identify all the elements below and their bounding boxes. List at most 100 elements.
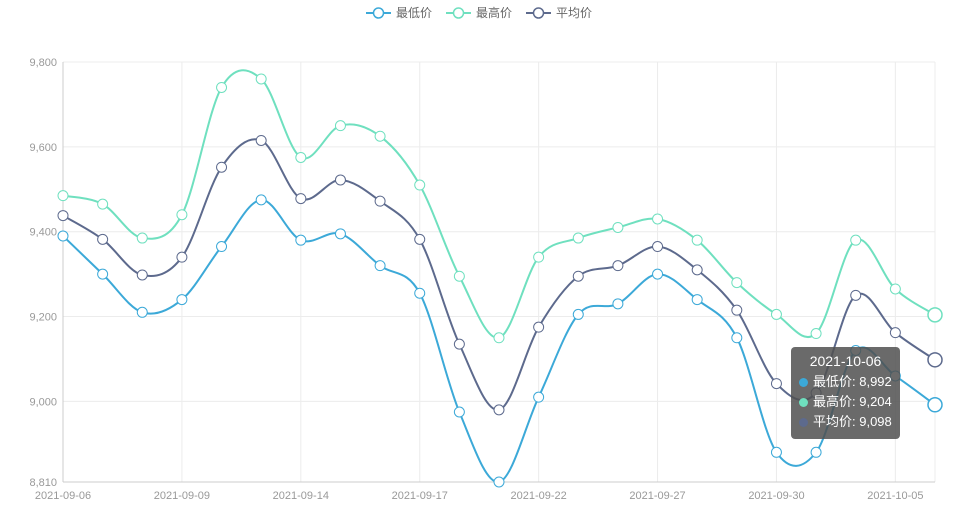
data-point-avg	[414, 233, 426, 245]
data-point-avg	[216, 161, 228, 173]
tooltip-dot-avg	[799, 417, 808, 427]
legend-label: 最高价	[475, 6, 512, 20]
data-point-max	[927, 307, 943, 323]
data-point-avg	[334, 174, 346, 186]
data-point-min	[136, 306, 148, 318]
legend-item-2[interactable]: 平均价	[526, 4, 592, 21]
data-point-min	[453, 406, 465, 418]
tooltip-date: 2021-10-06	[809, 353, 882, 369]
data-point-avg	[136, 269, 148, 281]
data-point-avg	[770, 378, 782, 390]
x-tick-label: 2021-09-14	[273, 490, 329, 502]
x-tick-label: 2021-09-09	[154, 490, 210, 502]
data-point-avg	[731, 304, 743, 316]
y-tick-label: 8,810	[29, 477, 57, 489]
data-point-max	[295, 151, 307, 163]
data-point-max	[810, 328, 822, 340]
x-tick-label: 2021-09-27	[629, 490, 685, 502]
data-point-avg	[493, 404, 505, 416]
data-point-max	[770, 308, 782, 320]
legend-item-0[interactable]: 最低价	[365, 4, 432, 21]
data-point-avg	[97, 233, 109, 245]
data-point-avg	[533, 321, 545, 333]
data-point-max	[414, 179, 426, 191]
data-point-max	[255, 73, 267, 85]
data-point-max	[97, 198, 109, 210]
tooltip-row-avg: 平均价: 9,098	[799, 412, 892, 432]
data-point-max	[652, 213, 664, 225]
data-point-avg	[889, 327, 901, 339]
data-point-max	[731, 277, 743, 289]
data-point-max	[374, 130, 386, 142]
data-point-min	[810, 446, 822, 458]
data-point-max	[691, 234, 703, 246]
data-point-avg	[612, 260, 624, 272]
data-point-avg	[691, 264, 703, 276]
data-point-min	[691, 294, 703, 306]
data-point-max	[572, 232, 584, 244]
data-point-avg	[453, 338, 465, 350]
data-point-max	[334, 120, 346, 132]
data-point-max	[136, 232, 148, 244]
y-tick-label: 9,600	[29, 142, 57, 154]
y-tick-label: 9,400	[29, 227, 57, 239]
x-tick-label: 2021-09-17	[392, 490, 448, 502]
data-point-avg	[374, 195, 386, 207]
data-point-avg	[572, 270, 584, 282]
data-point-max	[57, 190, 69, 202]
legend: 最低价 最高价 平均价	[0, 4, 958, 21]
y-tick-label: 9,200	[29, 312, 57, 324]
data-point-min	[97, 268, 109, 280]
legend-symbol	[365, 6, 391, 19]
data-point-max	[889, 283, 901, 295]
legend-symbol	[526, 6, 551, 19]
data-point-avg	[255, 134, 267, 146]
data-point-min	[612, 298, 624, 310]
x-tick-label: 2021-09-22	[510, 490, 566, 502]
data-point-min	[533, 391, 545, 403]
data-point-min	[572, 308, 584, 320]
tooltip-dot-min	[799, 377, 808, 387]
data-point-min	[731, 332, 743, 344]
data-point-avg	[850, 289, 862, 301]
tooltip-label-min: 最低价: 8,992	[813, 374, 892, 389]
tooltip: 2021-10-06 最低价: 8,992 最高价: 9,204 平均价: 9,…	[791, 347, 900, 439]
data-point-min	[176, 294, 188, 306]
tooltip-dot-max	[799, 397, 808, 407]
data-point-max	[850, 234, 862, 246]
legend-label: 平均价	[556, 6, 593, 20]
tooltip-row-max: 最高价: 9,204	[799, 392, 892, 412]
x-tick-label: 2021-10-05	[867, 490, 923, 502]
legend-item-1[interactable]: 最高价	[445, 4, 512, 21]
data-point-avg	[295, 193, 307, 205]
data-point-min	[374, 260, 386, 272]
series-line-max	[62, 69, 936, 339]
data-point-max	[612, 221, 624, 233]
data-point-avg	[927, 352, 943, 368]
data-point-min	[57, 230, 69, 242]
data-point-min	[770, 446, 782, 458]
data-point-min	[493, 476, 505, 488]
x-tick-label: 2021-09-30	[748, 490, 804, 502]
data-point-avg	[652, 241, 664, 253]
legend-label: 最低价	[395, 6, 432, 20]
data-point-min	[652, 268, 664, 280]
data-point-avg	[176, 251, 188, 263]
data-point-min	[255, 194, 267, 206]
data-point-max	[216, 81, 228, 93]
y-tick-label: 9,000	[29, 396, 57, 408]
tooltip-label-avg: 平均价: 9,098	[813, 414, 892, 429]
data-point-avg	[57, 210, 69, 222]
tooltip-label-max: 最高价: 9,204	[813, 394, 892, 409]
data-point-min	[927, 397, 943, 413]
y-tick-label: 9,800	[29, 57, 57, 69]
data-point-max	[453, 270, 465, 282]
data-point-max	[493, 332, 505, 344]
data-point-min	[216, 241, 228, 253]
x-tick-label: 2021-09-06	[35, 490, 91, 502]
data-point-max	[533, 251, 545, 263]
data-point-min	[334, 228, 346, 240]
data-point-min	[414, 287, 426, 299]
legend-symbol	[445, 6, 471, 19]
